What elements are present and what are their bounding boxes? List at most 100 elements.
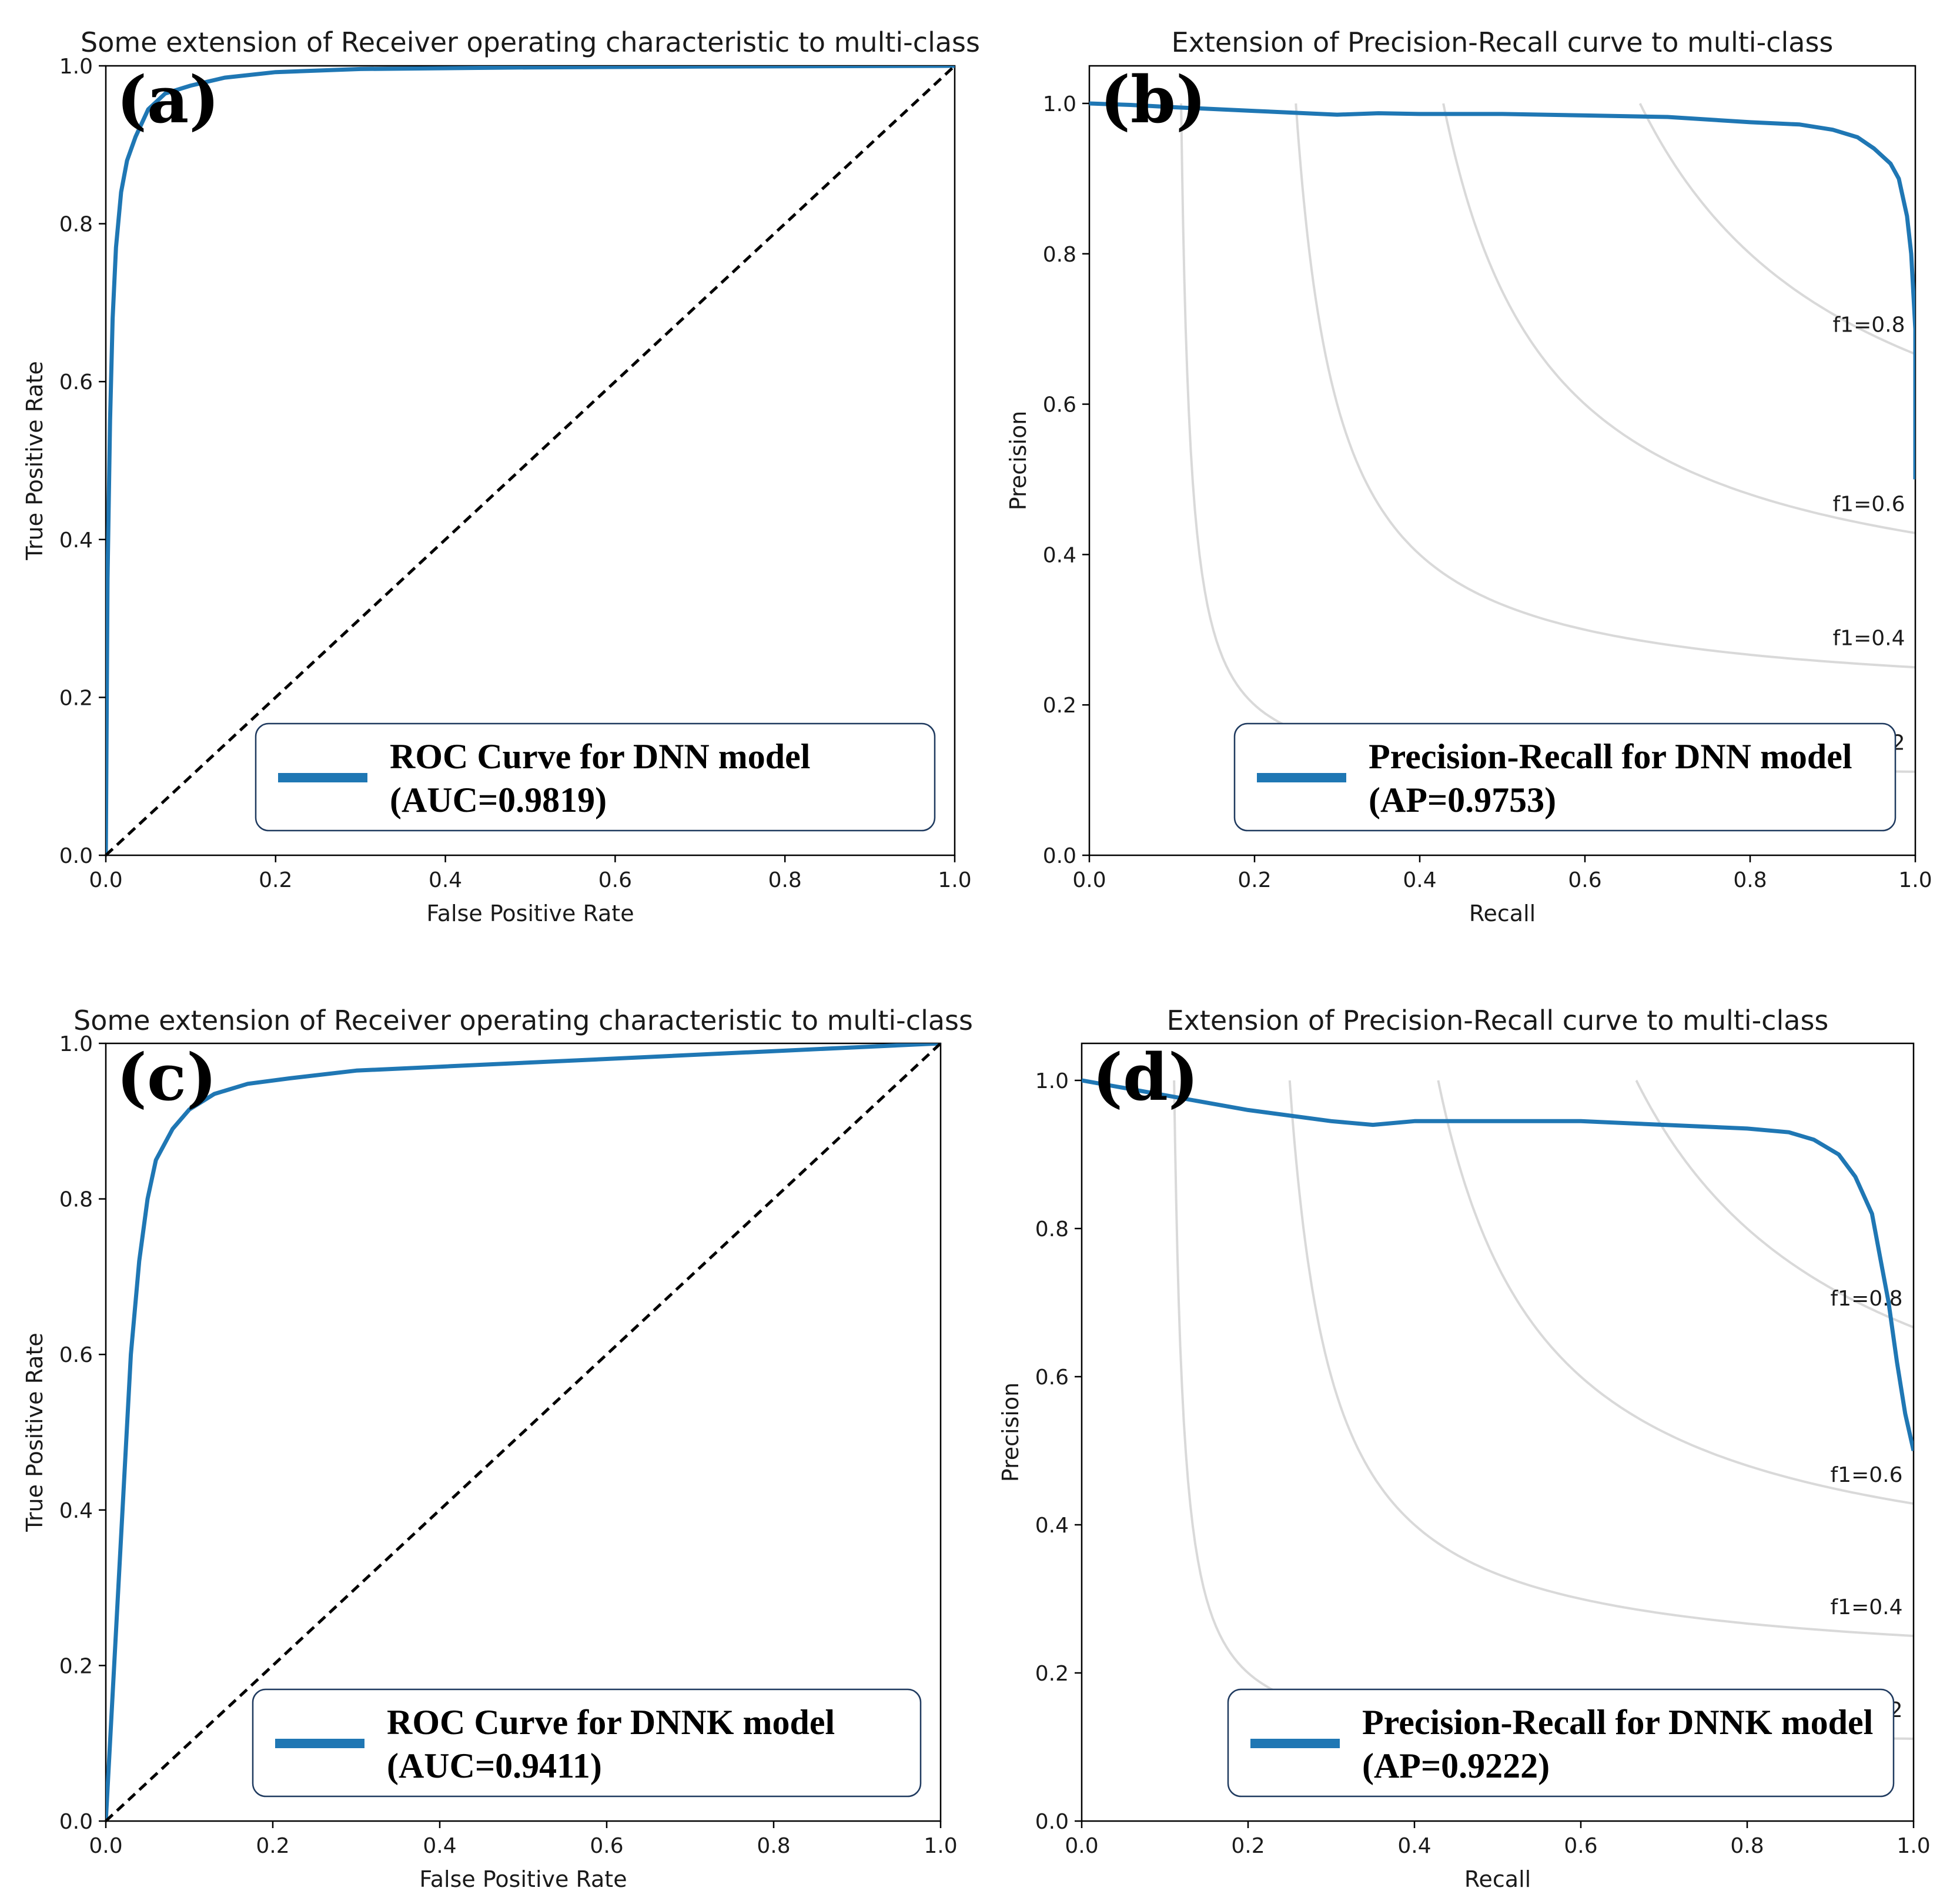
y-axis-label: True Positive Rate — [22, 361, 48, 561]
x-tick-label: 0.6 — [590, 1834, 623, 1858]
chart-panel-c: Some extension of Receiver operating cha… — [22, 1005, 973, 1892]
y-tick-label: 0.8 — [1035, 1217, 1069, 1241]
chart-panel-d: Extension of Precision-Recall curve to m… — [998, 1005, 1931, 1892]
x-tick-label: 0.0 — [89, 868, 122, 892]
x-tick-label: 0.8 — [757, 1834, 790, 1858]
legend-label: ROC Curve for DNN model — [390, 737, 810, 776]
legend-box — [255, 722, 936, 832]
x-tick-label: 0.4 — [1397, 1834, 1431, 1858]
x-tick-label: 1.0 — [1898, 868, 1932, 892]
chart-title: Some extension of Receiver operating cha… — [81, 26, 980, 58]
iso-f1-curve — [1295, 103, 1915, 669]
legend-label: Precision-Recall for DNNK model — [1362, 1703, 1873, 1742]
series-line — [1082, 1078, 1914, 1451]
series-line — [106, 66, 955, 855]
x-tick-label: 0.8 — [1733, 868, 1767, 892]
chance-diagonal-line — [105, 1042, 942, 1822]
iso-f1-curve — [1638, 103, 1915, 356]
x-tick-label: 0.6 — [598, 868, 632, 892]
x-tick-label: 0.0 — [1065, 1834, 1098, 1858]
y-tick-label: 0.8 — [59, 1188, 93, 1212]
legend-metric: (AUC=0.9411) — [387, 1746, 602, 1785]
y-tick-label: 0.6 — [59, 370, 93, 394]
iso-f1-curve — [1288, 1080, 1914, 1637]
iso-f1-label: f1=0.6 — [1831, 1463, 1903, 1487]
legend-box — [1233, 722, 1897, 832]
y-tick-label: 0.0 — [1043, 844, 1076, 868]
y-tick-label: 1.0 — [59, 1032, 93, 1056]
legend-metric: (AP=0.9753) — [1369, 781, 1556, 819]
panel-label: (b) — [1100, 62, 1206, 138]
chart-panel-b: Extension of Precision-Recall curve to m… — [1005, 26, 1932, 926]
legend-box — [1227, 1688, 1895, 1798]
x-tick-label: 0.0 — [1072, 868, 1106, 892]
panel-label: (d) — [1092, 1039, 1199, 1115]
y-tick-label: 0.2 — [1043, 694, 1076, 718]
x-axis-label: Recall — [1469, 901, 1536, 926]
y-tick-label: 0.2 — [59, 1654, 93, 1678]
y-tick-label: 0.4 — [59, 528, 93, 553]
x-tick-label: 0.0 — [89, 1834, 122, 1858]
x-tick-label: 0.4 — [1403, 868, 1436, 892]
legend-label: Precision-Recall for DNN model — [1369, 737, 1852, 776]
y-tick-label: 0.2 — [1035, 1662, 1069, 1686]
x-tick-label: 0.8 — [768, 868, 802, 892]
iso-f1-curve — [1442, 103, 1915, 534]
chart-title: Extension of Precision-Recall curve to m… — [1167, 1005, 1829, 1036]
series-line — [1089, 101, 1915, 480]
y-tick-label: 0.6 — [1043, 393, 1076, 417]
x-tick-label: 0.6 — [1564, 1834, 1597, 1858]
iso-f1-label: f1=0.8 — [1831, 1287, 1903, 1311]
y-tick-label: 0.2 — [59, 686, 93, 710]
legend-label: ROC Curve for DNNK model — [387, 1703, 835, 1742]
chance-diagonal-line — [105, 65, 956, 856]
x-tick-label: 1.0 — [1897, 1834, 1930, 1858]
panel-label: (c) — [116, 1039, 217, 1115]
y-tick-label: 1.0 — [1043, 92, 1076, 116]
y-tick-label: 0.8 — [59, 213, 93, 237]
iso-f1-curve — [1635, 1079, 1914, 1328]
x-tick-label: 0.2 — [1231, 1834, 1265, 1858]
y-tick-label: 0.6 — [1035, 1365, 1069, 1390]
y-tick-label: 1.0 — [59, 55, 93, 79]
chart-title: Some extension of Receiver operating cha… — [73, 1005, 973, 1036]
y-tick-label: 1.0 — [1035, 1069, 1069, 1093]
iso-f1-label: f1=0.4 — [1833, 627, 1905, 651]
x-tick-label: 0.2 — [256, 1834, 289, 1858]
y-tick-label: 0.0 — [1035, 1810, 1069, 1834]
x-axis-label: False Positive Rate — [419, 1866, 627, 1892]
y-tick-label: 0.8 — [1043, 243, 1076, 267]
iso-f1-curve — [1437, 1080, 1914, 1505]
x-tick-label: 0.6 — [1568, 868, 1601, 892]
legend-metric: (AUC=0.9819) — [390, 781, 607, 819]
y-tick-label: 0.4 — [59, 1499, 93, 1523]
panel-label: (a) — [116, 62, 219, 138]
x-tick-label: 1.0 — [924, 1834, 957, 1858]
iso-f1-label: f1=0.4 — [1831, 1595, 1903, 1619]
y-tick-label: 0.0 — [59, 1810, 93, 1834]
axes-frame — [105, 1042, 942, 1822]
y-tick-label: 0.4 — [1043, 543, 1076, 567]
y-axis-label: True Positive Rate — [22, 1333, 48, 1532]
x-tick-label: 0.2 — [259, 868, 292, 892]
series-line — [106, 1043, 941, 1821]
iso-f1-curve — [1173, 1080, 1914, 1740]
x-tick-label: 0.2 — [1237, 868, 1271, 892]
x-tick-label: 1.0 — [938, 868, 971, 892]
legend-box — [252, 1688, 922, 1798]
axes-frame — [1081, 1042, 1915, 1822]
iso-f1-curve — [1180, 103, 1915, 773]
x-tick-label: 0.4 — [429, 868, 462, 892]
x-tick-label: 0.4 — [423, 1834, 456, 1858]
legend-metric: (AP=0.9222) — [1362, 1746, 1550, 1785]
y-tick-label: 0.6 — [59, 1343, 93, 1367]
y-tick-label: 0.0 — [59, 844, 93, 868]
y-axis-label: Precision — [998, 1383, 1024, 1482]
chart-title: Extension of Precision-Recall curve to m… — [1172, 26, 1834, 58]
y-axis-label: Precision — [1005, 411, 1031, 511]
x-tick-label: 0.8 — [1730, 1834, 1764, 1858]
iso-f1-label: f1=0.8 — [1833, 313, 1905, 337]
x-axis-label: False Positive Rate — [426, 901, 634, 926]
y-tick-label: 0.4 — [1035, 1514, 1069, 1538]
